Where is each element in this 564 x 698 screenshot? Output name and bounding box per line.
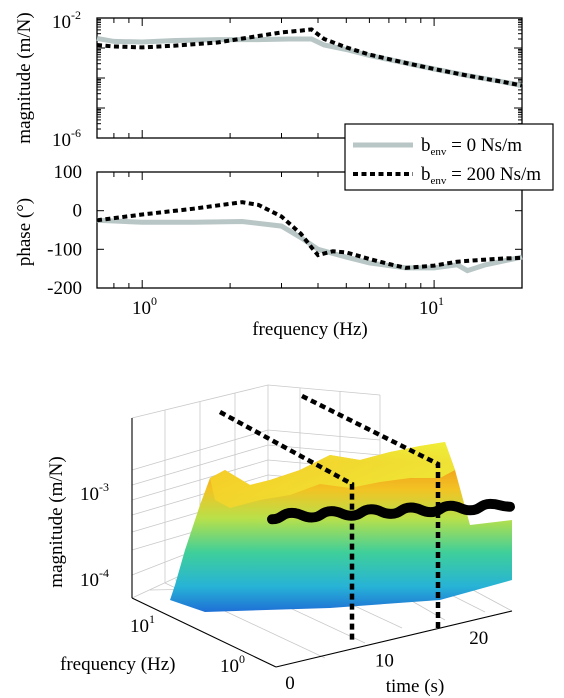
phase-xlabel: frequency (Hz) — [252, 319, 368, 340]
surface-xlabel: time (s) — [386, 676, 445, 697]
magnitude-series — [96, 27, 523, 88]
magnitude-series-1 — [96, 35, 523, 88]
phase-xtick-1: 100 — [132, 294, 157, 319]
surface-ztick-lower: 10-4 — [80, 566, 109, 591]
phase-series-1 — [96, 217, 523, 274]
phase-axes-frame — [96, 171, 523, 289]
magnitude-ticks — [96, 18, 523, 139]
surface-crest — [210, 442, 455, 508]
phase-ytick-labels: 100 0 -100 -200 — [47, 162, 82, 299]
surface-xtick-3: 20 — [469, 628, 488, 649]
magnitude-ylabel: magnitude (m/N) — [14, 12, 35, 143]
phase-ylabel: phase (°) — [14, 198, 35, 266]
phase-ytick-1: 100 — [54, 162, 83, 183]
phase-ytick-2: 0 — [73, 201, 83, 222]
magnitude-series-2 — [96, 27, 523, 88]
magnitude-panel: 10-2 10-6 magnitude (m/N) — [14, 8, 523, 151]
legend-entry-1: benv = 0 Ns/m — [421, 135, 522, 158]
switch-lines — [218, 393, 441, 642]
legend-box — [344, 123, 554, 191]
switch-line-1 — [218, 410, 355, 642]
magnitude-ytick-bottom: 10-6 — [52, 126, 81, 151]
phase-ytick-3: -100 — [47, 239, 82, 260]
surface-ytick-lower: 100 — [220, 652, 245, 677]
phase-series-2 — [96, 200, 523, 270]
surface-ztick-upper: 10-3 — [80, 480, 109, 505]
phase-xtick-2: 101 — [419, 294, 444, 319]
magnitude-axes-frame — [96, 17, 523, 139]
surface-ylabel: frequency (Hz) — [60, 654, 176, 675]
ridge-line — [267, 498, 515, 525]
phase-series — [96, 200, 523, 274]
surface-ytick-upper: 101 — [130, 612, 155, 637]
surface-axes-frame — [131, 418, 513, 668]
surface-panel: 10-3 10-4 magnitude (m/N) 101 100 freque… — [46, 384, 515, 697]
surface-zlabel: magnitude (m/N) — [46, 456, 67, 587]
phase-ytick-4: -200 — [47, 278, 82, 299]
surface-xtick-labels: 0 10 20 — [285, 628, 488, 694]
magnitude-ytick-top: 10-2 — [52, 8, 81, 33]
legend-entry-2: benv = 200 Ns/m — [421, 164, 541, 187]
switch-line-2 — [300, 393, 441, 628]
surface-xtick-1: 0 — [285, 673, 295, 694]
legend: benv = 0 Ns/m benv = 200 Ns/m — [344, 123, 554, 191]
surface-xtick-2: 10 — [375, 651, 394, 672]
